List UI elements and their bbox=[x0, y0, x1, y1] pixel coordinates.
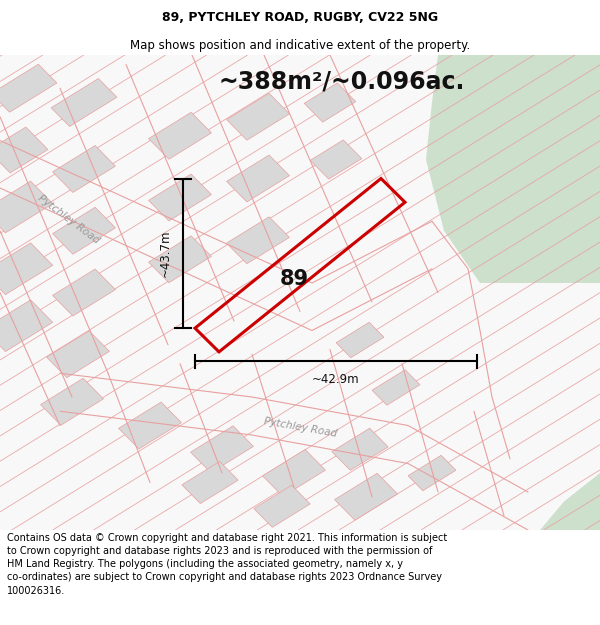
Text: 89: 89 bbox=[280, 269, 308, 289]
Polygon shape bbox=[332, 428, 388, 470]
Polygon shape bbox=[336, 322, 384, 357]
Polygon shape bbox=[408, 455, 456, 491]
Polygon shape bbox=[149, 174, 211, 221]
Polygon shape bbox=[53, 269, 115, 316]
Polygon shape bbox=[263, 449, 325, 496]
Polygon shape bbox=[119, 402, 181, 449]
Polygon shape bbox=[41, 378, 103, 425]
Polygon shape bbox=[0, 64, 57, 112]
Polygon shape bbox=[254, 485, 310, 528]
Text: ~388m²/~0.096ac.: ~388m²/~0.096ac. bbox=[219, 69, 465, 93]
Polygon shape bbox=[53, 146, 115, 192]
Polygon shape bbox=[0, 243, 53, 294]
Polygon shape bbox=[335, 473, 397, 520]
Polygon shape bbox=[0, 127, 48, 173]
Polygon shape bbox=[0, 300, 53, 352]
Polygon shape bbox=[310, 140, 362, 179]
Text: Pytchley Road: Pytchley Road bbox=[37, 192, 101, 245]
Polygon shape bbox=[149, 112, 211, 159]
Polygon shape bbox=[426, 55, 600, 283]
Polygon shape bbox=[53, 208, 115, 254]
Text: 89, PYTCHLEY ROAD, RUGBY, CV22 5NG: 89, PYTCHLEY ROAD, RUGBY, CV22 5NG bbox=[162, 11, 438, 24]
Polygon shape bbox=[182, 461, 238, 504]
Polygon shape bbox=[372, 370, 420, 405]
Text: Map shows position and indicative extent of the property.: Map shows position and indicative extent… bbox=[130, 39, 470, 51]
Polygon shape bbox=[304, 83, 356, 122]
Polygon shape bbox=[540, 473, 600, 530]
Text: ~43.7m: ~43.7m bbox=[159, 229, 172, 277]
Polygon shape bbox=[149, 236, 211, 282]
Polygon shape bbox=[51, 79, 117, 126]
Polygon shape bbox=[191, 426, 253, 472]
Polygon shape bbox=[227, 155, 289, 202]
Polygon shape bbox=[47, 331, 109, 378]
Polygon shape bbox=[0, 181, 53, 233]
Text: Contains OS data © Crown copyright and database right 2021. This information is : Contains OS data © Crown copyright and d… bbox=[7, 533, 448, 596]
Polygon shape bbox=[227, 217, 289, 264]
Text: ~42.9m: ~42.9m bbox=[312, 373, 360, 386]
Text: Pytchley Road: Pytchley Road bbox=[263, 416, 337, 439]
Polygon shape bbox=[227, 93, 289, 140]
